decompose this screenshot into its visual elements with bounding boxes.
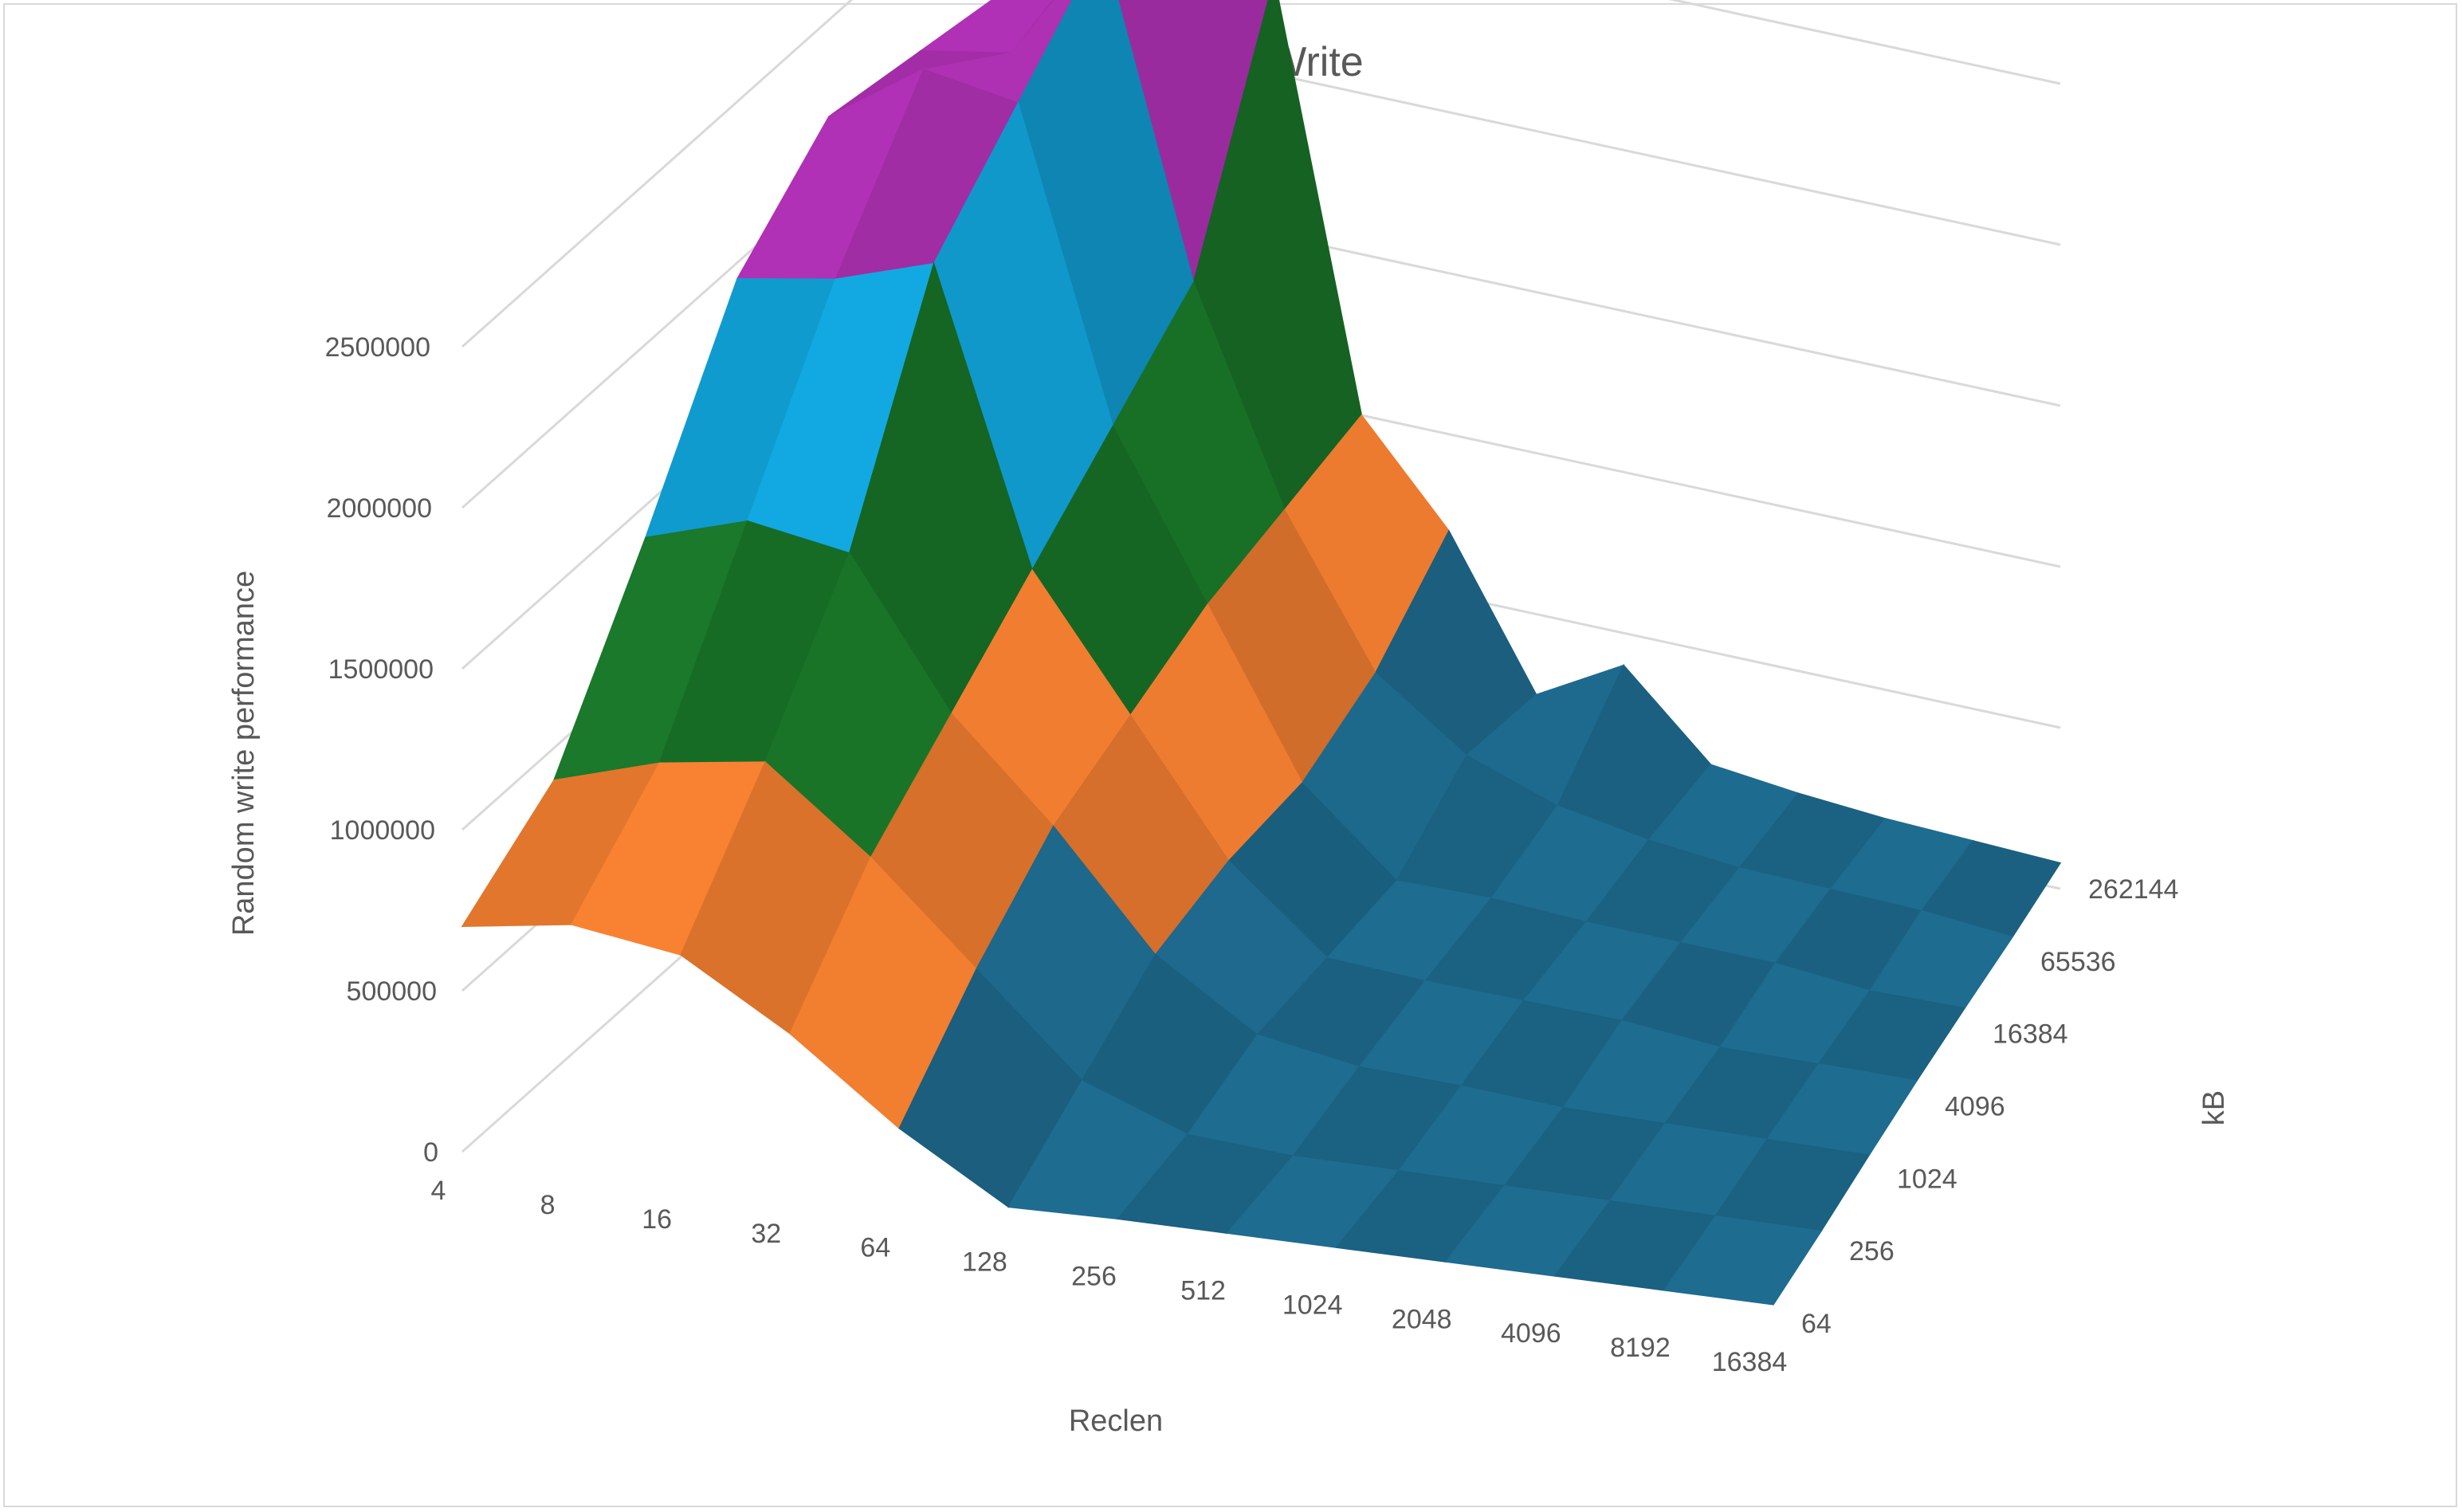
y-tick-label: 2500000: [325, 332, 430, 363]
gridline: [461, 0, 2061, 348]
depth-tick-label: 16384: [1993, 1019, 2068, 1050]
y-tick-label: 1000000: [330, 815, 435, 846]
x-tick-label: 128: [962, 1247, 1007, 1278]
x-tick-label: 32: [751, 1219, 781, 1249]
y-tick-label: 2000000: [327, 493, 432, 524]
x-tick-label: 1024: [1282, 1290, 1343, 1320]
x-tick-label: 8: [540, 1190, 556, 1220]
depth-tick-label: 262144: [2088, 874, 2178, 905]
depth-tick-label: 4096: [1945, 1092, 2005, 1122]
x-tick-label: 16384: [1712, 1347, 1788, 1377]
depth-tick-label: 64: [1801, 1309, 1832, 1339]
x-axis-title: Reclen: [1069, 1404, 1163, 1438]
surface-plot: [461, 0, 2062, 1306]
y-axis-ticks: 0 500000 1000000 1500000 2000000 2500000: [325, 332, 438, 1168]
x-tick-label: 2048: [1392, 1304, 1452, 1334]
surface-patch: [1663, 1215, 1823, 1306]
x-tick-label: 4096: [1501, 1318, 1561, 1349]
x-tick-label: 4: [431, 1176, 446, 1206]
depth-tick-label: 256: [1849, 1236, 1895, 1267]
y-tick-label: 500000: [347, 976, 437, 1007]
x-tick-label: 64: [860, 1233, 890, 1263]
x-axis-ticks: 4 8 16 32 64 128 256 512 1024 2048 4096 8192 16384: [431, 1176, 1788, 1377]
depth-tick-label: 1024: [1897, 1164, 1957, 1194]
depth-axis-title: kB: [2197, 1090, 2231, 1125]
x-tick-label: 256: [1071, 1262, 1117, 1292]
y-tick-label: 0: [423, 1137, 438, 1168]
x-tick-label: 512: [1180, 1275, 1226, 1306]
depth-tick-label: 65536: [2040, 947, 2116, 977]
depth-axis-ticks: 64 256 1024 4096 16384 65536 262144: [1801, 874, 2178, 1339]
x-tick-label: 16: [642, 1204, 672, 1235]
y-tick-label: 1500000: [328, 654, 434, 685]
x-tick-label: 8192: [1610, 1333, 1671, 1363]
y-axis-title: Random write performance: [227, 571, 261, 936]
